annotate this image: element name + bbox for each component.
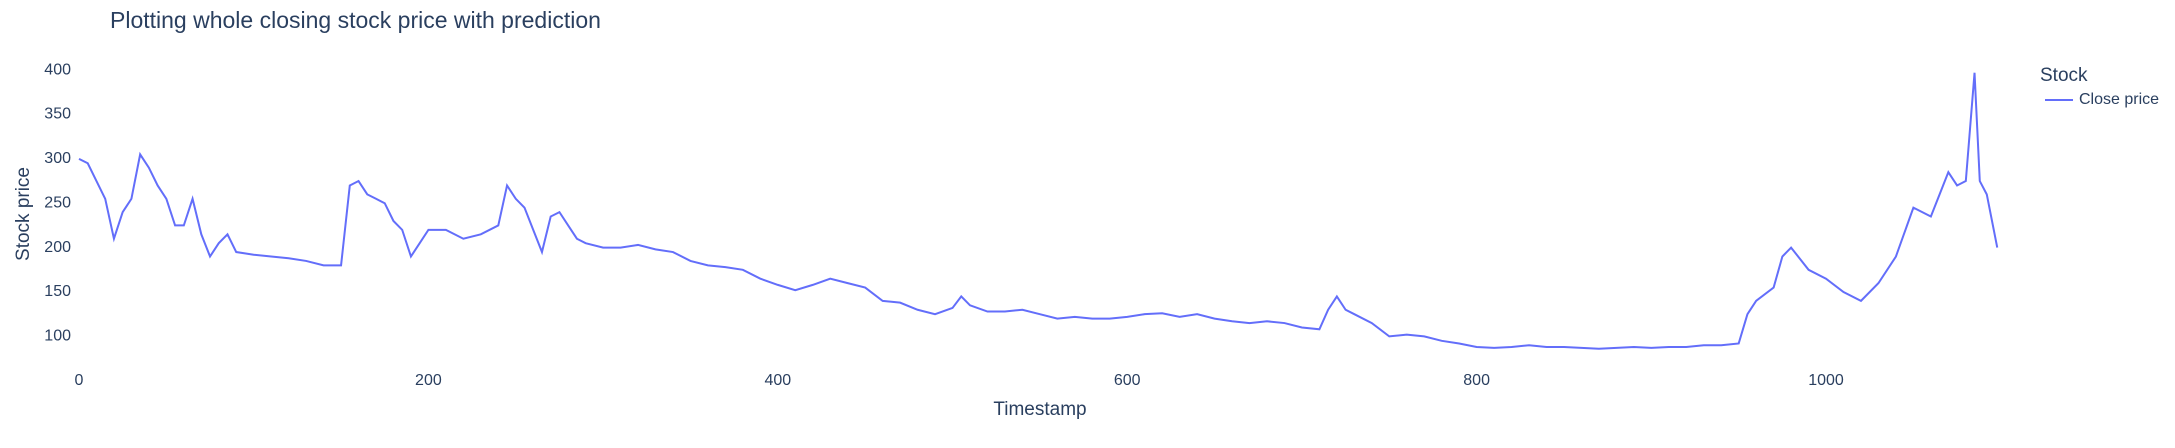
x-tick-label: 200 bbox=[415, 372, 442, 389]
y-axis-title: Stock price bbox=[13, 167, 34, 261]
x-tick-label: 600 bbox=[1114, 372, 1141, 389]
line-series bbox=[78, 72, 1999, 350]
legend-label: Close price bbox=[2079, 91, 2159, 108]
y-tick-label: 200 bbox=[44, 239, 71, 256]
x-tick-label: 1000 bbox=[1808, 372, 1844, 389]
y-tick-label: 350 bbox=[44, 106, 71, 123]
y-tick-label: 300 bbox=[44, 150, 71, 167]
x-tick-label: 800 bbox=[1463, 372, 1490, 389]
x-tick-label: 400 bbox=[764, 372, 791, 389]
chart-title: Plotting whole closing stock price with … bbox=[110, 7, 601, 33]
y-tick-label: 400 bbox=[44, 61, 71, 78]
legend-title: Stock bbox=[2040, 65, 2088, 86]
y-tick-label: 100 bbox=[44, 328, 71, 345]
x-axis-title: Timestamp bbox=[993, 399, 1086, 420]
x-tick-label: 0 bbox=[75, 372, 84, 389]
y-tick-label: 150 bbox=[44, 283, 71, 300]
y-tick-label: 250 bbox=[44, 194, 71, 211]
